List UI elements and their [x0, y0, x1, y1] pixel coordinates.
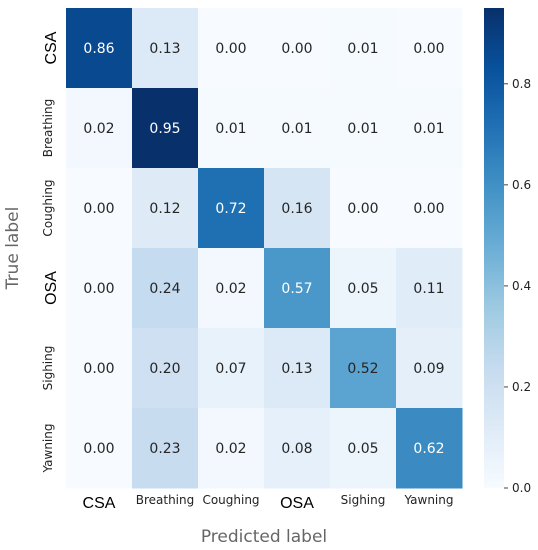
cell-value-label: 0.00 — [83, 361, 114, 377]
heatmap-cell — [264, 328, 331, 409]
heatmap-cell — [66, 408, 133, 489]
y-tick-label: Sighing — [41, 346, 55, 391]
cell-value-label: 0.00 — [83, 281, 114, 297]
cell-value-label: 0.00 — [413, 41, 444, 57]
x-axis-title: Predicted label — [201, 527, 327, 547]
x-tick-label: Breathing — [136, 493, 195, 507]
heatmap-cell — [132, 88, 199, 169]
cell-value-label: 0.01 — [413, 121, 444, 137]
colorbar — [484, 8, 504, 488]
cell-value-label: 0.16 — [281, 201, 312, 217]
cell-value-label: 0.00 — [83, 441, 114, 457]
cell-value-label: 0.20 — [149, 361, 180, 377]
cell-value-label: 0.72 — [215, 201, 246, 217]
heatmap-cell — [330, 168, 397, 249]
heatmap-cell — [396, 8, 463, 89]
y-tick-label: CSA — [43, 31, 60, 64]
cell-value-label: 0.02 — [215, 441, 246, 457]
heatmap-cell — [66, 328, 133, 409]
heatmap-cell — [198, 168, 265, 249]
heatmap-cell — [66, 168, 133, 249]
cell-value-label: 0.13 — [149, 41, 180, 57]
heatmap-cell — [330, 248, 397, 329]
cell-value-label: 0.62 — [413, 441, 444, 457]
heatmap-cell — [132, 408, 199, 489]
x-tick-label: CSA — [83, 495, 116, 512]
heatmap-cell — [396, 248, 463, 329]
heatmap-cell — [264, 8, 331, 89]
heatmap-cell — [264, 168, 331, 249]
cell-value-label: 0.00 — [281, 41, 312, 57]
y-tick-label: Coughing — [41, 179, 55, 236]
cell-value-label: 0.11 — [413, 281, 444, 297]
heatmap-cell — [264, 88, 331, 169]
cell-value-label: 0.08 — [281, 441, 312, 457]
y-axis-title: True label — [3, 207, 23, 291]
colorbar-tick-label: 0.4 — [512, 279, 531, 293]
cell-value-label: 0.23 — [149, 441, 180, 457]
x-tick-label: Sighing — [341, 493, 386, 507]
heatmap-cell — [198, 328, 265, 409]
cell-value-label: 0.01 — [215, 121, 246, 137]
heatmap-cell — [330, 88, 397, 169]
heatmap-cell — [66, 88, 133, 169]
cell-value-label: 0.00 — [413, 201, 444, 217]
cell-value-label: 0.00 — [347, 201, 378, 217]
cell-value-label: 0.95 — [149, 121, 180, 137]
heatmap-cell — [396, 168, 463, 249]
cell-value-label: 0.02 — [215, 281, 246, 297]
y-tick-label: Breathing — [41, 99, 55, 158]
heatmap-cell — [132, 328, 199, 409]
x-tick-label: OSA — [280, 495, 314, 512]
heatmap-cell — [264, 248, 331, 329]
cell-value-label: 0.09 — [413, 361, 444, 377]
cell-value-label: 0.13 — [281, 361, 312, 377]
heatmap-cell — [198, 248, 265, 329]
heatmap-cell — [198, 88, 265, 169]
colorbar-tick-label: 0.0 — [512, 481, 531, 495]
cell-value-label: 0.00 — [215, 41, 246, 57]
heatmap-cell — [66, 8, 133, 89]
x-tick-label: Coughing — [202, 493, 259, 507]
cell-value-label: 0.02 — [83, 121, 114, 137]
cell-value-label: 0.24 — [149, 281, 180, 297]
cell-value-label: 0.07 — [215, 361, 246, 377]
heatmap-cell — [330, 408, 397, 489]
cell-value-label: 0.01 — [347, 121, 378, 137]
cell-value-label: 0.57 — [281, 281, 312, 297]
colorbar-tick-label: 0.6 — [512, 178, 531, 192]
cell-value-label: 0.86 — [83, 41, 114, 57]
heatmap-cell — [198, 8, 265, 89]
cell-value-label: 0.01 — [281, 121, 312, 137]
heatmap-cells: 0.86 0.13 0.00 0.00 0.01 0.00 0.02 0.95 0.01 0.01… — [66, 8, 463, 489]
heatmap-cell — [330, 8, 397, 89]
cell-value-label: 0.01 — [347, 41, 378, 57]
heatmap-cell — [330, 328, 397, 409]
colorbar-tick-label: 0.2 — [512, 380, 531, 394]
colorbar-ticks: 0.0 0.2 0.4 0.6 0.8 — [504, 77, 531, 495]
heatmap-cell — [132, 8, 199, 89]
y-tick-label: OSA — [43, 271, 60, 305]
cell-value-label: 0.00 — [83, 201, 114, 217]
cell-value-label: 0.52 — [347, 361, 378, 377]
y-tick-label: Yawning — [41, 423, 55, 473]
cell-value-label: 0.05 — [347, 281, 378, 297]
cell-value-label: 0.12 — [149, 201, 180, 217]
heatmap-cell — [396, 408, 463, 489]
heatmap-cell — [66, 248, 133, 329]
heatmap-cell — [198, 408, 265, 489]
colorbar-tick-label: 0.8 — [512, 77, 531, 91]
heatmap-cell — [132, 168, 199, 249]
heatmap-cell — [396, 328, 463, 409]
x-tick-labels: CSA Breathing Coughing OSA Sighing Yawning — [83, 493, 454, 512]
y-tick-labels: CSA Breathing Coughing OSA Sighing Yawning — [41, 31, 60, 473]
heatmap-cell — [132, 248, 199, 329]
heatmap-cell — [396, 88, 463, 169]
x-tick-label: Yawning — [403, 493, 453, 507]
cell-value-label: 0.05 — [347, 441, 378, 457]
heatmap-cell — [264, 408, 331, 489]
